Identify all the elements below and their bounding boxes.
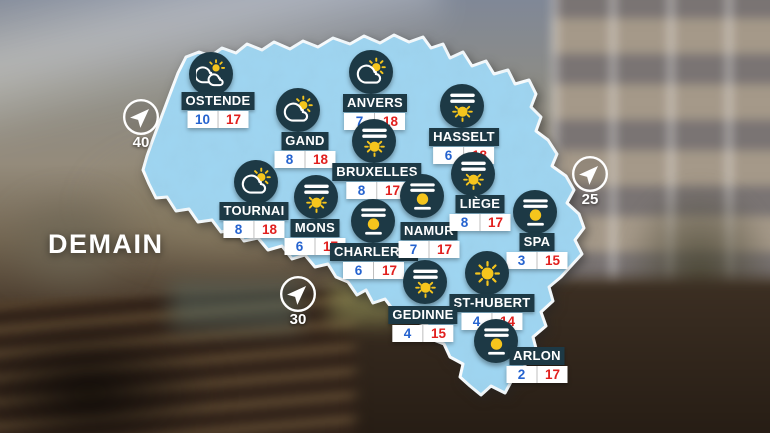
- wind-direction-arrow-icon: [572, 156, 608, 192]
- sun-behind-two-clouds-icon: [195, 58, 225, 86]
- max-temperature: 17: [480, 214, 511, 231]
- max-temperature: 18: [305, 151, 336, 168]
- temperature-box: 8 18: [274, 151, 336, 168]
- mist-sun-icon: [409, 182, 435, 210]
- sun-weather-icon: [465, 251, 509, 295]
- sun-behind-cloud-weather-icon: [234, 160, 278, 204]
- sun-behind-cloud-weather-icon: [349, 50, 393, 94]
- temperature-box: 2 17: [506, 366, 568, 383]
- temperature-box: 10 17: [187, 111, 249, 128]
- city-name-badge: SPA: [519, 233, 555, 251]
- temperature-box: 7 17: [398, 241, 460, 258]
- city-name-badge: ARLON: [509, 347, 565, 365]
- wind-direction-arrow-icon: [280, 276, 316, 312]
- mist-sun-icon: [360, 207, 386, 235]
- temperature-box: 8 18: [223, 221, 285, 238]
- city-name-badge: TOURNAI: [219, 202, 289, 220]
- fog-sun-icon: [460, 161, 486, 190]
- fog-sun-icon: [412, 269, 438, 298]
- city-name-badge: HASSELT: [429, 128, 499, 146]
- min-temperature: 4: [392, 325, 424, 342]
- sun-behind-cloud-icon: [241, 167, 271, 194]
- sun-behind-cloud-weather-icon: [276, 88, 320, 132]
- max-temperature: 15: [423, 325, 454, 342]
- fog-sun-weather-icon: [403, 260, 447, 304]
- mist-sun-icon: [483, 327, 509, 355]
- sun-behind-cloud-icon: [283, 95, 313, 122]
- sun-behind-cloud-icon: [356, 57, 386, 84]
- sun-behind-two-clouds-weather-icon: [189, 52, 233, 96]
- city-name-badge: GAND: [281, 132, 329, 150]
- fog-sun-weather-icon: [294, 175, 338, 219]
- city-name-badge: ANVERS: [343, 94, 407, 112]
- fog-sun-weather-icon: [451, 152, 495, 196]
- temperature-box: 4 15: [392, 325, 454, 342]
- city-name-badge: OSTENDE: [181, 92, 255, 110]
- min-temperature: 8: [449, 214, 481, 231]
- max-temperature: 17: [218, 111, 249, 128]
- fog-sun-icon: [303, 184, 329, 213]
- city-name-badge: LIÈGE: [455, 195, 505, 213]
- mist-sun-weather-icon: [351, 199, 395, 243]
- min-temperature: 3: [506, 252, 538, 269]
- wind-speed: 30: [289, 311, 307, 328]
- page-title: DEMAIN: [48, 229, 164, 259]
- mist-sun-weather-icon: [400, 174, 444, 218]
- mist-sun-icon: [522, 198, 548, 226]
- fog-sun-icon: [449, 93, 475, 122]
- max-temperature: 17: [374, 262, 405, 279]
- fog-sun-icon: [361, 128, 387, 157]
- temperature-box: 8 17: [346, 182, 408, 199]
- city-name-badge: ST-HUBERT: [449, 294, 535, 312]
- max-temperature: 17: [537, 366, 568, 383]
- min-temperature: 2: [506, 366, 538, 383]
- city-name-badge: MONS: [290, 219, 340, 237]
- min-temperature: 7: [398, 241, 430, 258]
- city-name-badge: CHARLEROI: [330, 243, 418, 261]
- fog-sun-weather-icon: [440, 84, 484, 128]
- max-temperature: 15: [537, 252, 568, 269]
- city-name-badge: BRUXELLES: [332, 163, 422, 181]
- fog-sun-weather-icon: [352, 119, 396, 163]
- wind-speed: 25: [581, 191, 599, 208]
- min-temperature: 6: [284, 238, 316, 255]
- min-temperature: 8: [223, 221, 255, 238]
- sun-icon: [474, 260, 500, 286]
- max-temperature: 17: [429, 241, 460, 258]
- max-temperature: 18: [254, 221, 285, 238]
- min-temperature: 8: [346, 182, 378, 199]
- temperature-box: 3 15: [506, 252, 568, 269]
- city-name-badge: GEDINNE: [388, 306, 458, 324]
- temperature-box: 6 17: [343, 262, 405, 279]
- min-temperature: 6: [343, 262, 375, 279]
- mist-sun-weather-icon: [513, 190, 557, 234]
- wind-speed: 40: [132, 134, 150, 151]
- wind-direction-arrow-icon: [123, 99, 159, 135]
- city-name-badge: NAMUR: [400, 222, 458, 240]
- min-temperature: 10: [187, 111, 219, 128]
- min-temperature: 8: [274, 151, 306, 168]
- temperature-box: 8 17: [449, 214, 511, 231]
